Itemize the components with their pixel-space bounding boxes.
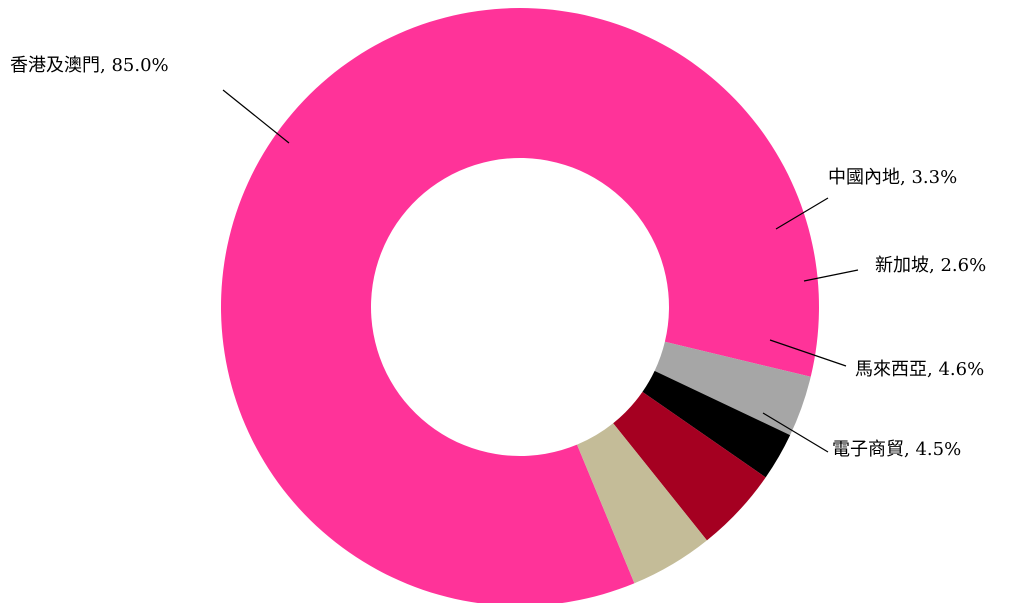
leader-line-4 [769,339,847,367]
leader-line-3 [803,269,859,282]
slice-4 [613,391,766,541]
leader-line-1 [222,89,290,144]
leader-line-2 [775,197,829,230]
slice-1 [221,8,819,603]
donut-slices [221,8,819,603]
slice-label-2: 中國內地, 3.3% [828,167,957,188]
leader-line-5 [762,412,829,453]
slice-label-4: 馬來西亞, 4.6% [855,359,984,380]
slice-3 [642,370,791,478]
slice-5 [577,423,707,584]
leader-lines [222,89,859,453]
slice-label-5: 電子商貿, 4.5% [832,439,961,460]
slice-label-1: 香港及澳門, 85.0% [10,55,169,76]
slice-2 [654,341,811,436]
slice-label-3: 新加坡, 2.6% [875,255,986,276]
slice-labels: 香港及澳門, 85.0% 中國內地, 3.3% 新加坡, 2.6% 馬來西亞, 4.6… [10,55,986,460]
